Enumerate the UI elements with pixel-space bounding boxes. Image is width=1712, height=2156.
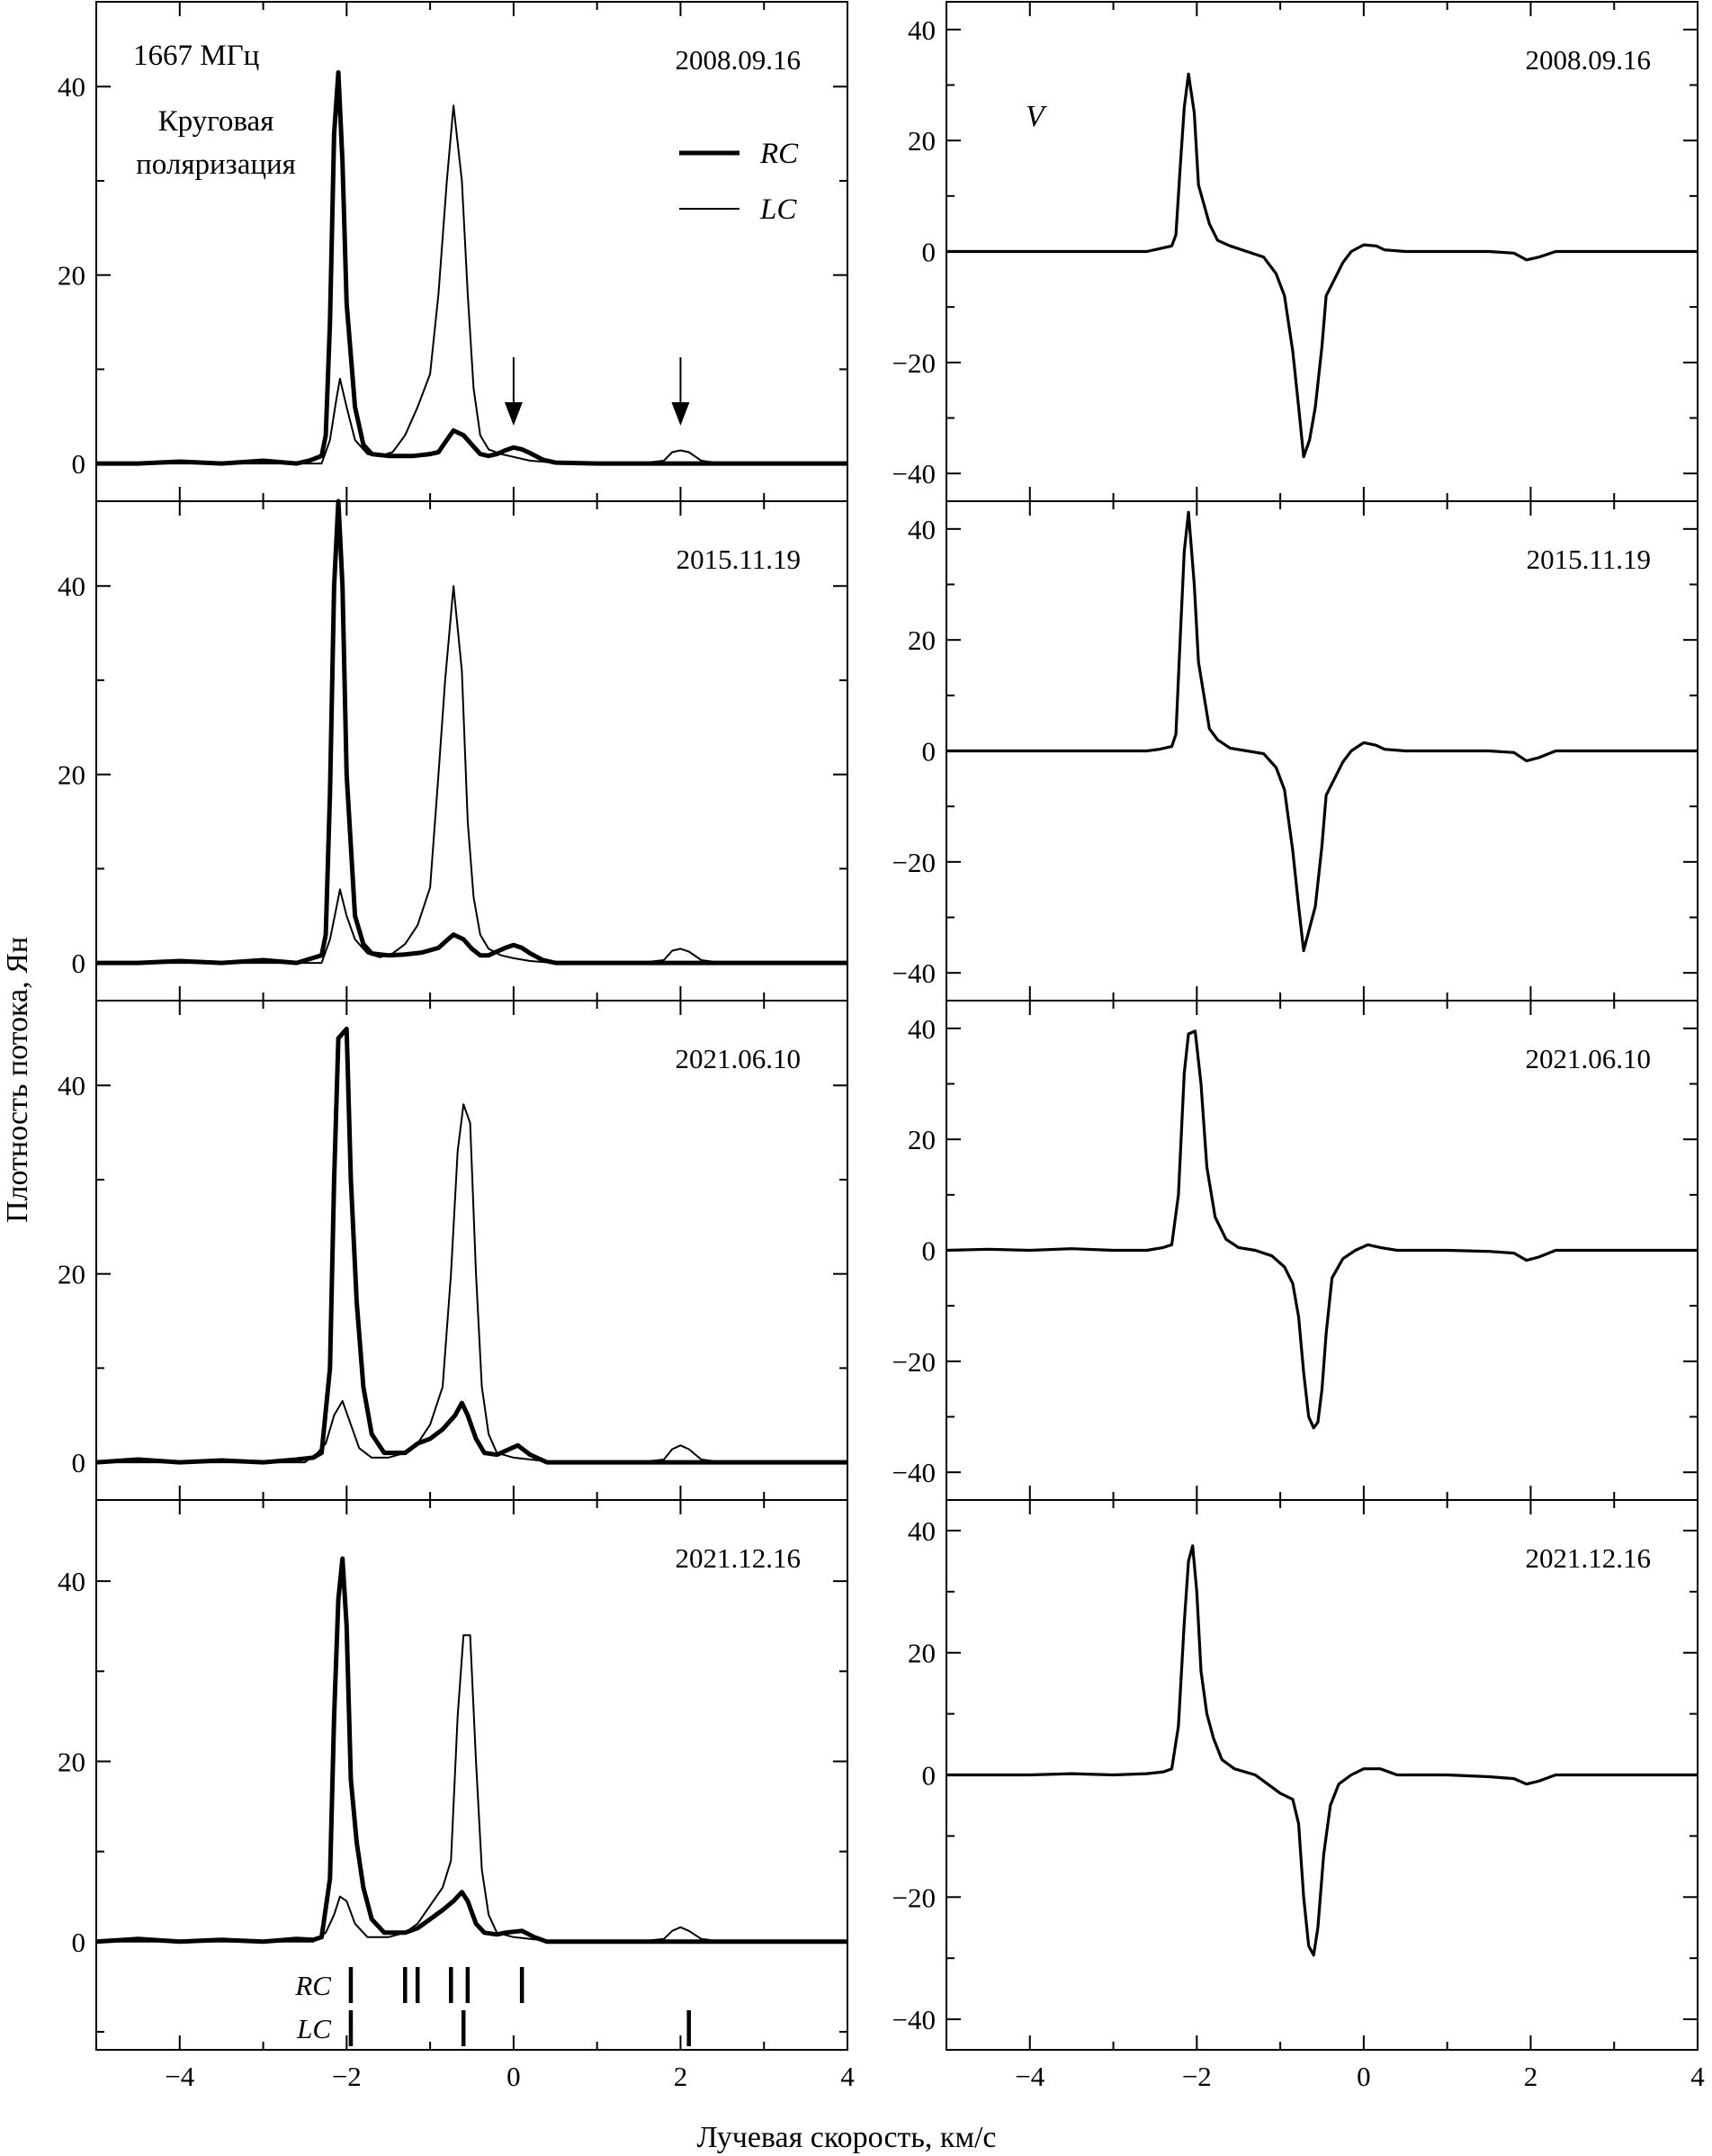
x-tick-label: −4 [1015, 2061, 1044, 2092]
y-tick-label: 40 [58, 1070, 85, 1101]
x-tick-label: 4 [840, 2061, 855, 2092]
y-tick-label: −40 [892, 957, 936, 989]
panel-left-4: 0 20 40 −4 −2 0 2 4 2021.12.16 RC LC [58, 1499, 855, 2092]
series-line-rc [95, 1556, 847, 1945]
y-tick-label: 0 [922, 1235, 937, 1267]
series-line-v [946, 1029, 1698, 1430]
y-tick-label: −40 [892, 2004, 936, 2035]
frequency-label: 1667 МГц [133, 40, 259, 72]
polarization-label-line2: поляризация [136, 148, 296, 181]
series-line-v [946, 1544, 1698, 1957]
polarization-label-line1: Круговая [158, 105, 274, 138]
y-tick-label: 0 [72, 1927, 86, 1958]
feature-arrow-head [504, 402, 523, 426]
legend-label-lc: LC [759, 193, 797, 226]
epoch-label: 2008.09.16 [1526, 44, 1652, 76]
y-tick-label: 40 [908, 1013, 936, 1045]
y-tick-label: −20 [892, 347, 936, 379]
x-axis-label: Лучевая скорость, км/с [697, 2121, 997, 2154]
series-line-rc [96, 70, 847, 466]
y-tick-label: 40 [908, 14, 936, 46]
y-tick-label: 0 [922, 1760, 937, 1792]
y-tick-label: −40 [892, 458, 936, 490]
series-line-rc [96, 499, 847, 966]
plot-frame [95, 1, 848, 502]
epoch-label: 2008.09.16 [676, 44, 802, 76]
epoch-label: 2021.12.16 [1526, 1542, 1652, 1574]
y-tick-label: 20 [58, 1746, 85, 1777]
y-tick-label: 20 [58, 1259, 85, 1290]
y-tick-label: 20 [58, 759, 85, 791]
y-tick-label: 0 [922, 237, 937, 268]
y-tick-label: 20 [908, 624, 936, 656]
y-tick-label: 40 [58, 1566, 85, 1597]
y-axis-label: Плотность потока, Ян [1, 937, 34, 1223]
epoch-label: 2021.06.10 [676, 1043, 802, 1074]
epoch-label: 2021.06.10 [1526, 1043, 1652, 1074]
x-tick-label: 0 [506, 2061, 521, 2092]
panel-left-2: 0 20 40 2015.11.19 [58, 499, 848, 1002]
plot-frame [95, 500, 848, 1002]
panel-right-2: −40 −20 0 20 40 2015.11.19 [892, 500, 1699, 1002]
panel-left-1: 0 20 40 2008.09.16 1667 МГц Круговая поляризац… [58, 1, 848, 502]
y-tick-label: −20 [892, 847, 936, 878]
y-tick-label: 20 [58, 260, 85, 292]
series-line-lc [96, 104, 847, 465]
legend-label-rc: RC [759, 138, 799, 170]
panel-right-1: −40 −20 0 20 40 2008.09.16 V [892, 1, 1699, 502]
series-line-rc [95, 1026, 847, 1465]
series-line-lc [96, 585, 847, 965]
panel-right-3: −40 −20 0 20 40 2021.06.10 [892, 1000, 1699, 1501]
x-tick-label: 0 [1357, 2061, 1371, 2092]
x-tick-label: −2 [1182, 2061, 1212, 2092]
series-line-v [946, 72, 1698, 459]
y-tick-label: 40 [908, 1515, 936, 1547]
y-tick-label: 20 [908, 1124, 936, 1155]
series-line-lc [96, 1634, 847, 1943]
plot-frame [95, 1499, 848, 2051]
panel-left-3: 0 20 40 2021.06.10 [58, 1000, 848, 1501]
y-tick-label: −40 [892, 1457, 936, 1488]
y-tick-label: 20 [908, 125, 936, 157]
epoch-label: 2015.11.19 [677, 543, 801, 575]
y-tick-label: −20 [892, 1882, 936, 1913]
x-tick-label: 2 [1524, 2061, 1538, 2092]
component-label-lc: LC [296, 2013, 331, 2044]
series-line-v [946, 510, 1698, 953]
y-tick-label: 40 [58, 570, 85, 602]
y-tick-label: 20 [908, 1638, 936, 1669]
x-tick-label: 4 [1690, 2061, 1705, 2092]
y-tick-label: 0 [922, 736, 937, 768]
x-tick-label: 2 [674, 2061, 688, 2092]
y-tick-label: −20 [892, 1346, 936, 1378]
y-tick-label: 0 [72, 448, 86, 480]
stokes-v-label: V [1026, 100, 1048, 133]
feature-arrow-head [671, 402, 690, 426]
y-tick-label: 40 [58, 71, 85, 103]
x-tick-label: −4 [165, 2061, 194, 2092]
component-label-rc: RC [294, 1970, 331, 2001]
y-tick-label: 0 [72, 948, 86, 979]
series-line-lc [96, 1103, 847, 1464]
y-tick-label: 40 [908, 514, 936, 545]
epoch-label: 2021.12.16 [676, 1542, 802, 1574]
epoch-label: 2015.11.19 [1527, 543, 1651, 575]
y-tick-label: 0 [72, 1447, 86, 1478]
x-tick-label: −2 [332, 2061, 362, 2092]
